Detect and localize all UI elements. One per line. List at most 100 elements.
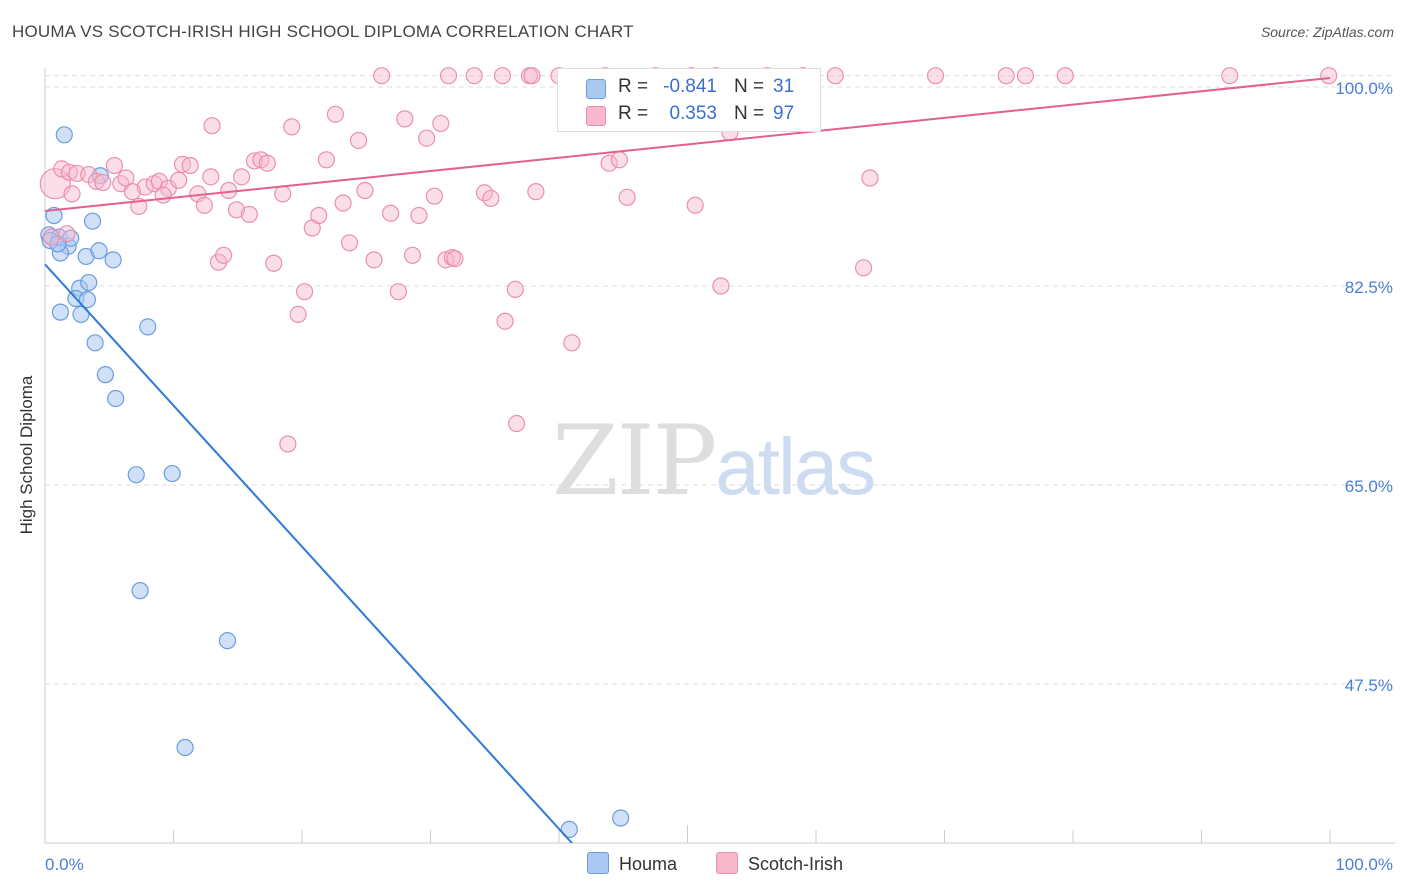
scotch-irish-point — [215, 246, 233, 264]
chart-title: HOUMA VS SCOTCH-IRISH HIGH SCHOOL DIPLOM… — [12, 22, 634, 41]
scotch-irish-point — [1056, 67, 1074, 85]
scotch-irish-point — [310, 206, 328, 225]
scotch-irish-point — [154, 186, 172, 204]
houma-n-value: 31 — [773, 76, 795, 97]
scotch-irish-point — [446, 250, 464, 268]
scotch-irish-point — [274, 185, 292, 203]
scotch-irish-point — [1221, 67, 1239, 85]
scotch-irish-point — [227, 201, 246, 219]
scotch-irish-point — [265, 254, 283, 272]
scotch-irish-r-label: R = — [618, 103, 649, 124]
x-tick-label-end: 100.0% — [1335, 855, 1393, 874]
houma-point — [218, 632, 237, 650]
scotch-irish-point — [334, 194, 352, 212]
houma-swatch — [586, 79, 606, 99]
scotch-irish-point — [105, 156, 123, 175]
houma-point — [104, 251, 122, 269]
bottom-scotch-irish-swatch — [716, 852, 738, 874]
scotch-irish-point — [389, 283, 407, 301]
houma-point — [90, 242, 108, 260]
houma-n-label: N = — [734, 76, 765, 97]
houma-point — [45, 206, 63, 225]
scotch-irish-trend-line — [44, 76, 1331, 212]
scotch-irish-r-value: 0.353 — [669, 103, 717, 124]
houma-point — [51, 303, 70, 321]
houma-r-value: -0.841 — [663, 76, 717, 97]
houma-point — [131, 582, 149, 600]
houma-point — [127, 466, 145, 484]
scotch-irish-point — [600, 154, 618, 172]
scotch-irish-point — [283, 118, 301, 136]
houma-point — [139, 318, 157, 336]
houma-point — [80, 273, 98, 292]
houma-point — [612, 809, 630, 827]
scotch-irish-point — [410, 206, 428, 225]
scotch-irish-point — [712, 277, 730, 295]
scotch-irish-point — [506, 280, 524, 298]
y-tick-label: 100.0% — [1335, 79, 1393, 98]
scotch-irish-point — [439, 67, 458, 85]
x-tick-label-start: 0.0% — [45, 855, 84, 874]
scotch-irish-point — [356, 181, 374, 200]
scotch-irish-point — [63, 185, 81, 203]
watermark: ZIPatlas — [552, 405, 876, 517]
scotch-irish-point — [997, 67, 1015, 85]
y-tick-label: 82.5% — [1345, 278, 1393, 297]
houma-trend-line — [44, 263, 573, 844]
scotch-irish-point — [523, 67, 541, 85]
scotch-irish-point — [482, 189, 500, 208]
bottom-legend-scotch-irish: Scotch-Irish — [716, 852, 843, 875]
scotch-irish-point — [861, 169, 879, 187]
scotch-irish-point — [279, 435, 297, 453]
scotch-irish-point — [826, 67, 844, 85]
houma-point — [55, 126, 73, 144]
scotch-irish-point — [610, 151, 628, 169]
scotch-irish-point — [493, 67, 512, 85]
trend-layer — [44, 76, 1331, 844]
scotch-irish-point — [382, 204, 400, 222]
bottom-houma-swatch — [587, 852, 609, 874]
source-label: Source: ZipAtlas.com — [1260, 24, 1394, 40]
watermark-atlas: atlas — [715, 422, 876, 511]
scotch-irish-point — [396, 110, 414, 128]
scotch-irish-point — [403, 246, 422, 264]
scotch-irish-point — [418, 129, 436, 147]
scotch-irish-point — [233, 168, 251, 186]
bottom-legend-houma: Houma — [587, 852, 677, 875]
scotch-irish-point — [326, 105, 345, 123]
point-layer — [39, 67, 1338, 838]
scotch-irish-point — [245, 152, 264, 170]
houma-point — [560, 820, 578, 838]
scotch-irish-point — [1320, 67, 1338, 85]
houma-point — [176, 738, 194, 757]
scotch-irish-point — [926, 67, 945, 85]
bottom-houma-label: Houma — [619, 854, 678, 874]
scotch-irish-point — [181, 156, 199, 175]
houma-point — [107, 389, 125, 408]
scotch-irish-point — [123, 183, 141, 201]
houma-point — [163, 464, 181, 483]
scotch-irish-swatch — [586, 106, 606, 126]
scotch-irish-point — [618, 188, 636, 206]
legend-row-houma: R = -0.841 N = 31 — [558, 74, 820, 100]
scotch-irish-point — [465, 67, 483, 85]
houma-point — [96, 366, 114, 384]
scotch-irish-point — [87, 172, 106, 191]
scotch-irish-point — [195, 196, 213, 214]
y-tick-label: 65.0% — [1345, 477, 1393, 496]
scotch-irish-point — [425, 187, 443, 205]
legend-row-scotch-irish: R = 0.353 N = 97 — [558, 101, 820, 127]
scotch-irish-point — [563, 334, 581, 352]
houma-point — [83, 212, 102, 230]
scotch-irish-point — [289, 305, 307, 324]
scotch-irish-point — [295, 283, 314, 301]
scotch-irish-point — [258, 154, 276, 172]
y-tick-label: 47.5% — [1345, 676, 1393, 695]
axis-layer — [44, 68, 1395, 844]
scotch-irish-point — [854, 259, 873, 277]
scotch-irish-point — [373, 67, 391, 85]
grid-layer — [45, 75, 1395, 685]
scotch-irish-point — [527, 183, 545, 201]
scotch-irish-point — [202, 168, 220, 186]
